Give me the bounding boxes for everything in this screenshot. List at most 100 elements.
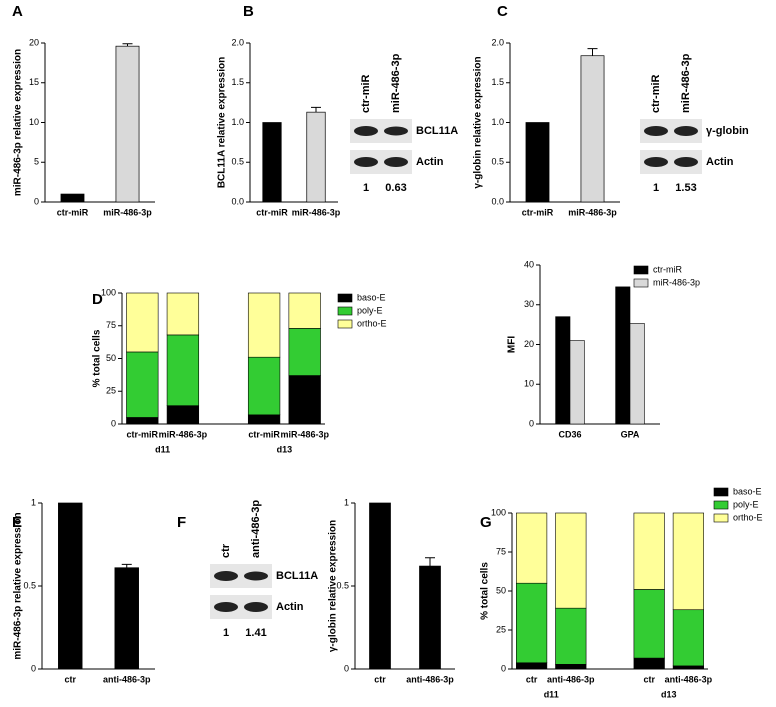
bar: [419, 565, 441, 670]
legend-swatch: [633, 278, 649, 288]
x-tick-label: anti-486-3p: [547, 674, 595, 684]
y-axis-label: % total cells: [480, 562, 491, 620]
x-tick-label: miR-486-3p: [159, 429, 208, 439]
bar-segment: [633, 657, 665, 670]
group-label: d11: [544, 689, 559, 699]
y-tick-label: 0.0: [491, 196, 504, 206]
quantification: 1.41: [245, 627, 266, 639]
blot-band: [644, 126, 668, 136]
error-bar: [122, 43, 133, 47]
y-tick-label: 40: [524, 259, 534, 269]
lane-label: anti-486-3p: [250, 500, 262, 558]
bar: [262, 122, 282, 203]
x-tick-label: ctr-miR: [248, 429, 280, 439]
y-tick-label: 1.0: [231, 117, 244, 127]
x-tick-label: miR-486-3p: [103, 207, 152, 217]
legend-swatch: [337, 319, 353, 329]
x-tick-label: miR-486-3p: [280, 429, 329, 439]
y-tick-label: 1: [31, 497, 36, 507]
bar-segment: [247, 356, 281, 416]
y-tick-label: 25: [106, 386, 116, 396]
legend-label: ortho-E: [357, 318, 387, 328]
error-bar: [425, 557, 435, 567]
band-label: Actin: [276, 601, 304, 613]
y-axis-label: miR-486-3p relative expression: [13, 49, 24, 196]
y-tick-label: 75: [106, 320, 116, 330]
y-tick-label: 0.0: [231, 196, 244, 206]
bar: [58, 502, 83, 670]
band-label: Actin: [416, 156, 444, 168]
x-tick-label: ctr-miR: [522, 207, 554, 217]
x-tick-label: anti-486-3p: [406, 674, 454, 684]
legend-label: baso-E: [733, 486, 762, 496]
bar-segment: [166, 292, 200, 336]
bar: [525, 122, 550, 203]
y-tick-label: 0: [31, 663, 36, 673]
y-tick-label: 0: [344, 663, 349, 673]
bar: [306, 111, 326, 203]
group-label: d11: [155, 444, 170, 454]
bar-segment: [672, 512, 704, 611]
legend-label: ctr-miR: [653, 264, 682, 274]
y-tick-label: 0.5: [336, 580, 349, 590]
x-tick-label: anti-486-3p: [103, 674, 151, 684]
blot-band: [244, 602, 268, 612]
y-tick-label: 0: [34, 196, 39, 206]
x-tick-label: ctr: [643, 674, 655, 684]
y-tick-label: 50: [496, 585, 506, 595]
legend-swatch: [713, 487, 729, 497]
x-tick-label: ctr: [526, 674, 538, 684]
legend-label: baso-E: [357, 292, 386, 302]
bar-segment: [516, 512, 548, 584]
band-label: γ-globin: [706, 125, 749, 137]
blot-band: [674, 157, 698, 167]
bar-segment: [672, 609, 704, 667]
y-tick-label: 10: [524, 379, 534, 389]
bar: [114, 567, 139, 670]
panel-letter: C: [497, 3, 508, 20]
y-tick-label: 20: [524, 339, 534, 349]
bar-segment: [555, 512, 587, 609]
bar-segment: [126, 351, 159, 418]
blot-band: [214, 602, 238, 612]
quantification: 0.63: [385, 182, 406, 194]
y-tick-label: 10: [29, 117, 39, 127]
error-bar: [587, 48, 598, 56]
error-bar: [311, 106, 321, 113]
panel-letter: E: [12, 514, 22, 531]
quantification: 1: [653, 182, 659, 194]
y-tick-label: 30: [524, 299, 534, 309]
y-tick-label: 15: [29, 77, 39, 87]
panel-letter: D: [92, 291, 103, 308]
legend-swatch: [337, 306, 353, 316]
group-label: d13: [661, 689, 677, 699]
y-tick-label: 1.0: [491, 117, 504, 127]
y-axis-label: BCL11A relative expression: [217, 57, 228, 188]
band-label: BCL11A: [416, 125, 458, 137]
x-tick-label: ctr-miR: [57, 207, 89, 217]
band-label: Actin: [706, 156, 734, 168]
panel-letter: G: [480, 514, 492, 531]
quantification: 1.53: [675, 182, 696, 194]
y-tick-label: 0.5: [491, 157, 504, 167]
legend-label: miR-486-3p: [653, 277, 700, 287]
y-tick-label: 2.0: [231, 37, 244, 47]
legend-label: poly-E: [733, 499, 759, 509]
legend-swatch: [713, 513, 729, 523]
y-tick-label: 100: [101, 287, 116, 297]
blot-band: [384, 126, 408, 136]
y-tick-label: 0.5: [231, 157, 244, 167]
group-label: d13: [277, 444, 293, 454]
x-tick-label: ctr-miR: [256, 207, 288, 217]
bar: [580, 55, 605, 203]
y-tick-label: 1: [344, 497, 349, 507]
y-tick-label: 20: [29, 37, 39, 47]
lane-label: ctr: [220, 543, 232, 558]
blot-band: [644, 157, 668, 167]
x-tick-label: GPA: [621, 429, 640, 439]
y-tick-label: 2.0: [491, 37, 504, 47]
y-tick-label: 1.5: [491, 77, 504, 87]
bar: [115, 45, 140, 203]
y-tick-label: 0.5: [23, 580, 36, 590]
blot-band: [384, 157, 408, 167]
